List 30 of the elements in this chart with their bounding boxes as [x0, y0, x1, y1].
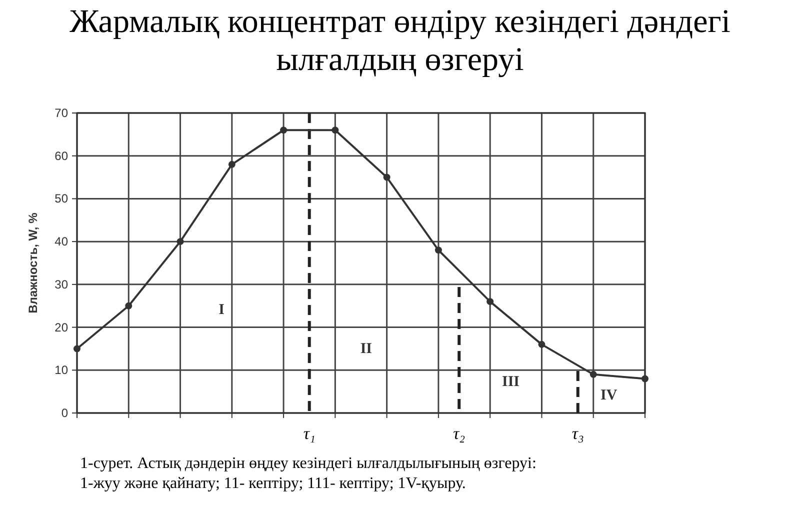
annotation: II: [360, 341, 372, 357]
point: [228, 160, 236, 168]
y-tick-label: 20: [54, 320, 68, 334]
y-tick-label: 60: [54, 148, 68, 163]
y-tick-label: 70: [54, 106, 68, 120]
y-tick-label: 50: [54, 192, 68, 206]
annotation: III: [502, 374, 520, 390]
y-axis-title: Влажность, W, %: [26, 212, 40, 314]
point: [383, 174, 390, 181]
point: [590, 370, 597, 378]
y-tick-label: 0: [61, 406, 68, 420]
point: [280, 126, 288, 134]
point: [434, 246, 442, 254]
annotation: I: [218, 302, 225, 318]
chart-title: Жармалық концентрат өндіру кезіндегі дәндегі ылғалдың өзгеруі: [70, 4, 730, 78]
point: [538, 340, 546, 348]
text: τ₁: [303, 424, 316, 443]
point: [74, 345, 80, 352]
text: 1-сурет. Астық дәндерін өңдеу кезіндегі ылғалдылығының өзгеруі: 1-жуу және қайнату; 11- кептіру; 111- кептіру; 1V-қуыру.: [80, 455, 536, 492]
text: τ₃: [572, 424, 584, 443]
point: [332, 126, 339, 134]
point: [642, 375, 648, 382]
point: [125, 302, 132, 310]
text: τ₂: [453, 424, 466, 443]
point: [486, 298, 494, 306]
annotation: IV: [600, 388, 618, 404]
point: [176, 238, 184, 246]
y-tick-label: 10: [54, 363, 68, 378]
y-tick-label: 40: [54, 234, 68, 249]
y-tick-label: 30: [54, 277, 68, 292]
